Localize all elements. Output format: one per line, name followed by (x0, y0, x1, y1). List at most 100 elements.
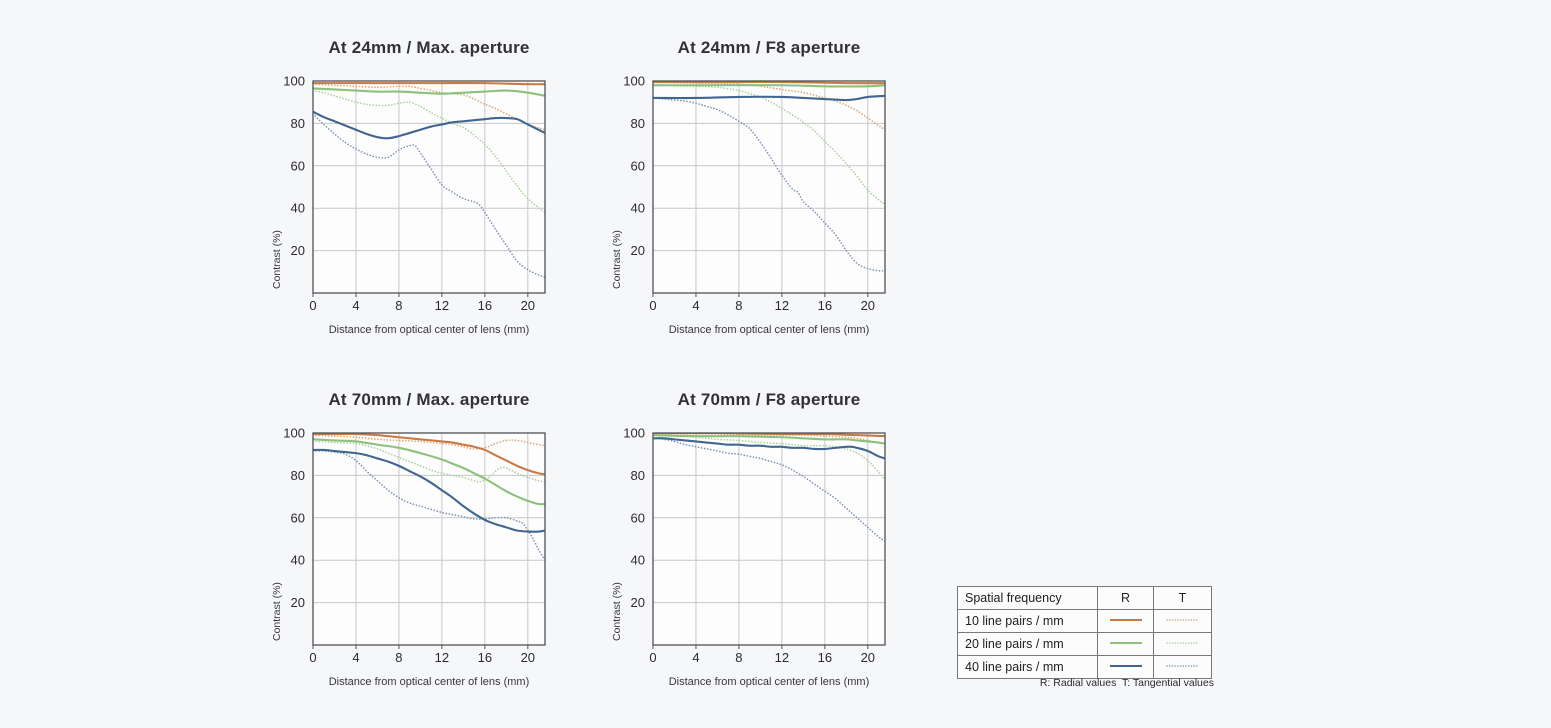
svg-text:100: 100 (623, 426, 645, 441)
legend-row-label: 10 line pairs / mm (957, 609, 1098, 633)
solid-line-swatch (1109, 665, 1142, 667)
series-20T (653, 434, 885, 481)
svg-text:80: 80 (631, 116, 645, 131)
svg-text:0: 0 (309, 650, 316, 665)
svg-text:60: 60 (291, 510, 305, 525)
legend-row-label: 40 line pairs / mm (957, 655, 1098, 679)
series-40R (313, 110, 545, 140)
x-axis-title: Distance from optical center of lens (mm… (668, 676, 870, 688)
svg-text:12: 12 (435, 650, 449, 665)
svg-text:8: 8 (735, 650, 742, 665)
mtf-chart-canvas: 0 4 8 12 16 20 20 40 60 80 100 Contrast (%) (271, 426, 546, 665)
svg-text:20: 20 (521, 650, 535, 665)
svg-text:20: 20 (521, 298, 535, 313)
mtf-chart-canvas: 0 4 8 12 16 20 20 40 60 80 100 Contrast (%) (271, 74, 546, 313)
series-40T (653, 437, 885, 542)
y-axis-title: Contrast (%) (611, 582, 623, 641)
legend-row: 20 line pairs / mm (957, 632, 1212, 656)
svg-text:40: 40 (631, 201, 645, 216)
svg-text:12: 12 (435, 298, 449, 313)
svg-text:20: 20 (291, 595, 305, 610)
svg-text:16: 16 (478, 650, 492, 665)
mtf-chart-70mm-max-aperture: At 70mm / Max. aperture Distance from op… (250, 382, 580, 702)
legend-row: 10 line pairs / mm (957, 609, 1212, 633)
series-10R (653, 81, 885, 85)
x-axis-title: Distance from optical center of lens (mm… (328, 676, 530, 688)
x-axis-title: Distance from optical center of lens (mm… (668, 324, 870, 336)
svg-text:12: 12 (775, 650, 789, 665)
series-40R (313, 448, 545, 533)
series-40R (653, 94, 885, 102)
y-axis-title: Contrast (%) (271, 582, 283, 641)
svg-text:100: 100 (283, 74, 305, 89)
svg-text:0: 0 (649, 650, 656, 665)
dotted-line-swatch (1165, 665, 1200, 667)
series-40T (313, 450, 545, 561)
dotted-line-swatch (1165, 642, 1200, 644)
svg-text:80: 80 (631, 468, 645, 483)
svg-text:4: 4 (692, 650, 699, 665)
legend-header-tangential: T (1153, 586, 1212, 610)
series-20R (313, 87, 545, 97)
series-10R (653, 433, 885, 438)
legend-header-radial: R (1097, 586, 1154, 610)
dotted-line-swatch (1165, 619, 1200, 621)
svg-text:12: 12 (775, 298, 789, 313)
y-axis-title: Contrast (%) (611, 230, 623, 289)
series-10R (313, 81, 545, 86)
mtf-chart-canvas: 0 4 8 12 16 20 20 40 60 80 100 Contrast (%) (611, 74, 886, 313)
svg-text:80: 80 (291, 468, 305, 483)
svg-text:60: 60 (631, 510, 645, 525)
chart-title: At 70mm / F8 aperture (677, 390, 861, 409)
svg-text:40: 40 (291, 201, 305, 216)
svg-text:0: 0 (649, 298, 656, 313)
chart-title: At 24mm / F8 aperture (677, 38, 861, 57)
series-10R (313, 433, 545, 476)
svg-text:8: 8 (395, 298, 402, 313)
svg-text:60: 60 (291, 158, 305, 173)
svg-text:4: 4 (352, 650, 359, 665)
legend-table: Spatial frequency R T 10 line pairs / mm… (957, 586, 1212, 679)
svg-text:20: 20 (631, 243, 645, 258)
legend-table-container: Spatial frequency R T 10 line pairs / mm… (957, 586, 1212, 679)
legend-caption: R: Radial values T: Tangential values (1039, 677, 1214, 689)
svg-text:8: 8 (735, 298, 742, 313)
chart-title: At 24mm / Max. aperture (328, 38, 530, 57)
svg-text:80: 80 (291, 116, 305, 131)
series-10T (653, 81, 885, 131)
svg-text:4: 4 (352, 298, 359, 313)
series-40R (653, 437, 885, 460)
svg-text:16: 16 (478, 298, 492, 313)
solid-line-swatch (1109, 619, 1142, 621)
series-10T (313, 83, 545, 131)
svg-text:4: 4 (692, 298, 699, 313)
legend-header-spatial-frequency: Spatial frequency (957, 586, 1098, 610)
mtf-chart-canvas: 0 4 8 12 16 20 20 40 60 80 100 Contrast (%) (611, 426, 886, 665)
solid-line-swatch (1109, 642, 1142, 644)
svg-text:40: 40 (631, 553, 645, 568)
legend-row-label: 20 line pairs / mm (957, 632, 1098, 656)
x-axis-title: Distance from optical center of lens (mm… (328, 324, 530, 336)
svg-text:40: 40 (291, 553, 305, 568)
legend-row: 40 line pairs / mm (957, 655, 1212, 679)
series-20T (653, 84, 885, 205)
series-20R (653, 84, 885, 88)
svg-text:20: 20 (861, 298, 875, 313)
svg-text:16: 16 (818, 650, 832, 665)
svg-text:100: 100 (283, 426, 305, 441)
svg-text:60: 60 (631, 158, 645, 173)
y-axis-title: Contrast (%) (271, 230, 283, 289)
mtf-chart-24mm-max-aperture: At 24mm / Max. aperture Distance from op… (250, 30, 580, 350)
svg-text:20: 20 (631, 595, 645, 610)
svg-text:20: 20 (291, 243, 305, 258)
legend-header-row: Spatial frequency R T (957, 586, 1212, 610)
series-20R (313, 438, 545, 506)
series-20T (313, 89, 545, 214)
svg-text:8: 8 (395, 650, 402, 665)
chart-title: At 70mm / Max. aperture (328, 390, 530, 409)
mtf-chart-24mm-f8-aperture: At 24mm / F8 aperture Distance from opti… (590, 30, 920, 350)
series-20T (313, 440, 545, 483)
svg-text:0: 0 (309, 298, 316, 313)
mtf-chart-70mm-f8-aperture: At 70mm / F8 aperture Distance from opti… (590, 382, 920, 702)
series-10T (313, 434, 545, 450)
